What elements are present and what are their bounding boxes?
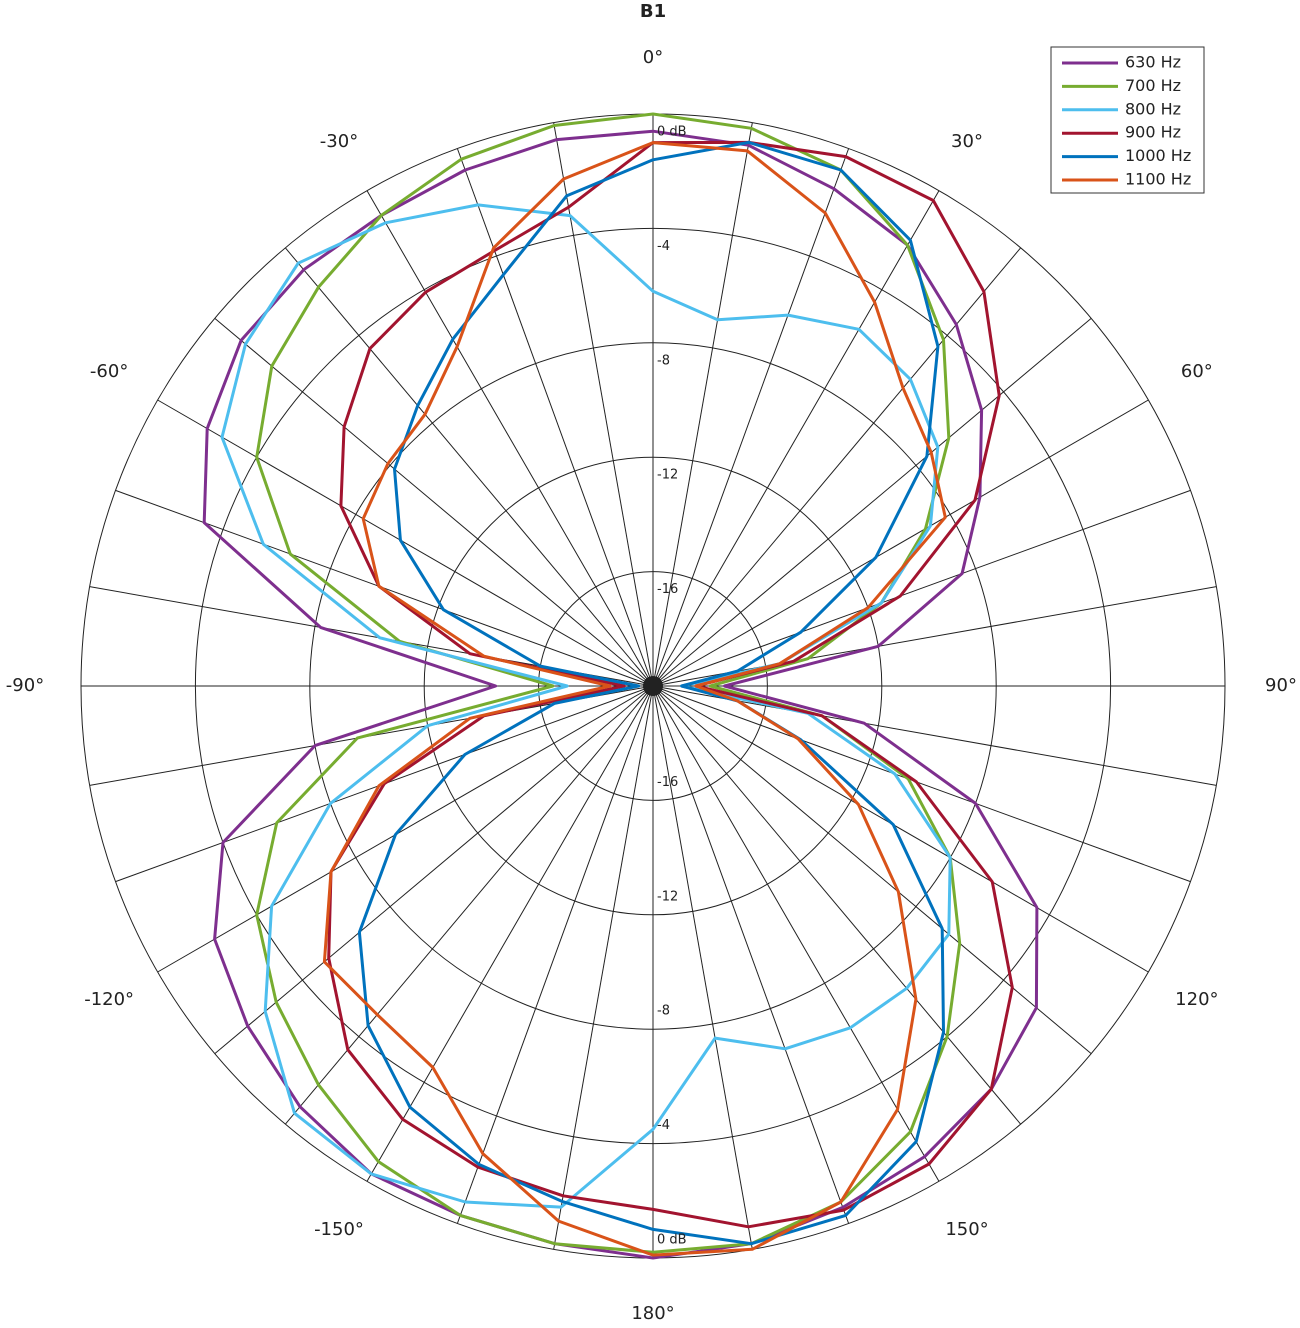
grid-spoke: [366, 685, 654, 1182]
grid-spoke: [652, 685, 1092, 1055]
center: [643, 676, 663, 696]
grid-spoke: [214, 685, 654, 1055]
grid-spoke: [456, 148, 654, 687]
grid-spoke: [652, 685, 1191, 883]
chart-title: B1: [640, 1, 666, 22]
theta-tick-label: -90°: [6, 675, 44, 696]
grid: [80, 113, 1226, 1259]
theta-tick-label: 120°: [1175, 989, 1218, 1010]
theta-tick-label: -120°: [84, 989, 134, 1010]
grid-spoke: [157, 399, 654, 687]
grid-spoke: [652, 685, 940, 1182]
legend-label: 800 Hz: [1125, 99, 1181, 118]
r-tick-label: 0 dB: [657, 125, 687, 140]
grid-spoke: [652, 685, 850, 1224]
grid-spoke: [284, 685, 654, 1125]
grid-spoke: [652, 247, 1022, 687]
grid-spoke: [214, 317, 654, 687]
grid-spoke: [553, 685, 654, 1250]
theta-tick-label: 180°: [631, 1303, 674, 1324]
r-tick-label: 0 dB: [657, 1233, 687, 1248]
grid-spoke: [284, 247, 654, 687]
theta-tick-label: -150°: [314, 1219, 364, 1240]
grid-spoke: [652, 489, 1191, 687]
legend-label: 1000 Hz: [1125, 146, 1191, 165]
grid-spoke: [157, 685, 654, 973]
r-tick-label: -16: [657, 582, 678, 597]
theta-tick-label: -60°: [90, 361, 128, 382]
r-tick-label: -12: [657, 468, 678, 483]
series-line: [220, 203, 952, 1209]
grid-spoke: [652, 399, 1149, 687]
series-line: [322, 141, 947, 1257]
grid-spoke: [652, 586, 1217, 687]
legend-label: 700 Hz: [1125, 76, 1181, 95]
r-tick-label: -4: [657, 1118, 670, 1133]
grid-spoke: [652, 685, 1217, 786]
grid-spoke: [652, 148, 850, 687]
theta-tick-label: 0°: [643, 47, 663, 68]
theta-tick-label: 30°: [951, 131, 983, 152]
r-tick-label: -16: [657, 775, 678, 790]
grid-spoke: [652, 317, 1092, 687]
theta-tick-label: -30°: [320, 131, 358, 152]
legend-label: 630 Hz: [1125, 53, 1181, 72]
legend-box: [1050, 46, 1205, 194]
grid-spoke: [652, 685, 753, 1250]
grid-spoke: [652, 685, 1022, 1125]
legend-label: 900 Hz: [1125, 123, 1181, 142]
series-line: [357, 140, 945, 1246]
grid-spoke: [652, 685, 1149, 973]
series-line: [202, 129, 1039, 1260]
r-tick-label: -8: [657, 353, 670, 368]
legend-label: 1100 Hz: [1125, 170, 1191, 189]
r-tick-label: -12: [657, 889, 678, 904]
theta-tick-label: 60°: [1181, 361, 1213, 382]
grid-spoke: [366, 190, 654, 687]
theta-tick-label: 90°: [1265, 675, 1297, 696]
grid-spoke: [456, 685, 654, 1224]
r-tick-label: -4: [657, 239, 670, 254]
theta-tick-label: 150°: [945, 1219, 988, 1240]
grid-spoke: [652, 190, 940, 687]
grid-spoke: [652, 122, 753, 687]
r-tick-label: -8: [657, 1004, 670, 1019]
plot: [202, 112, 1039, 1260]
